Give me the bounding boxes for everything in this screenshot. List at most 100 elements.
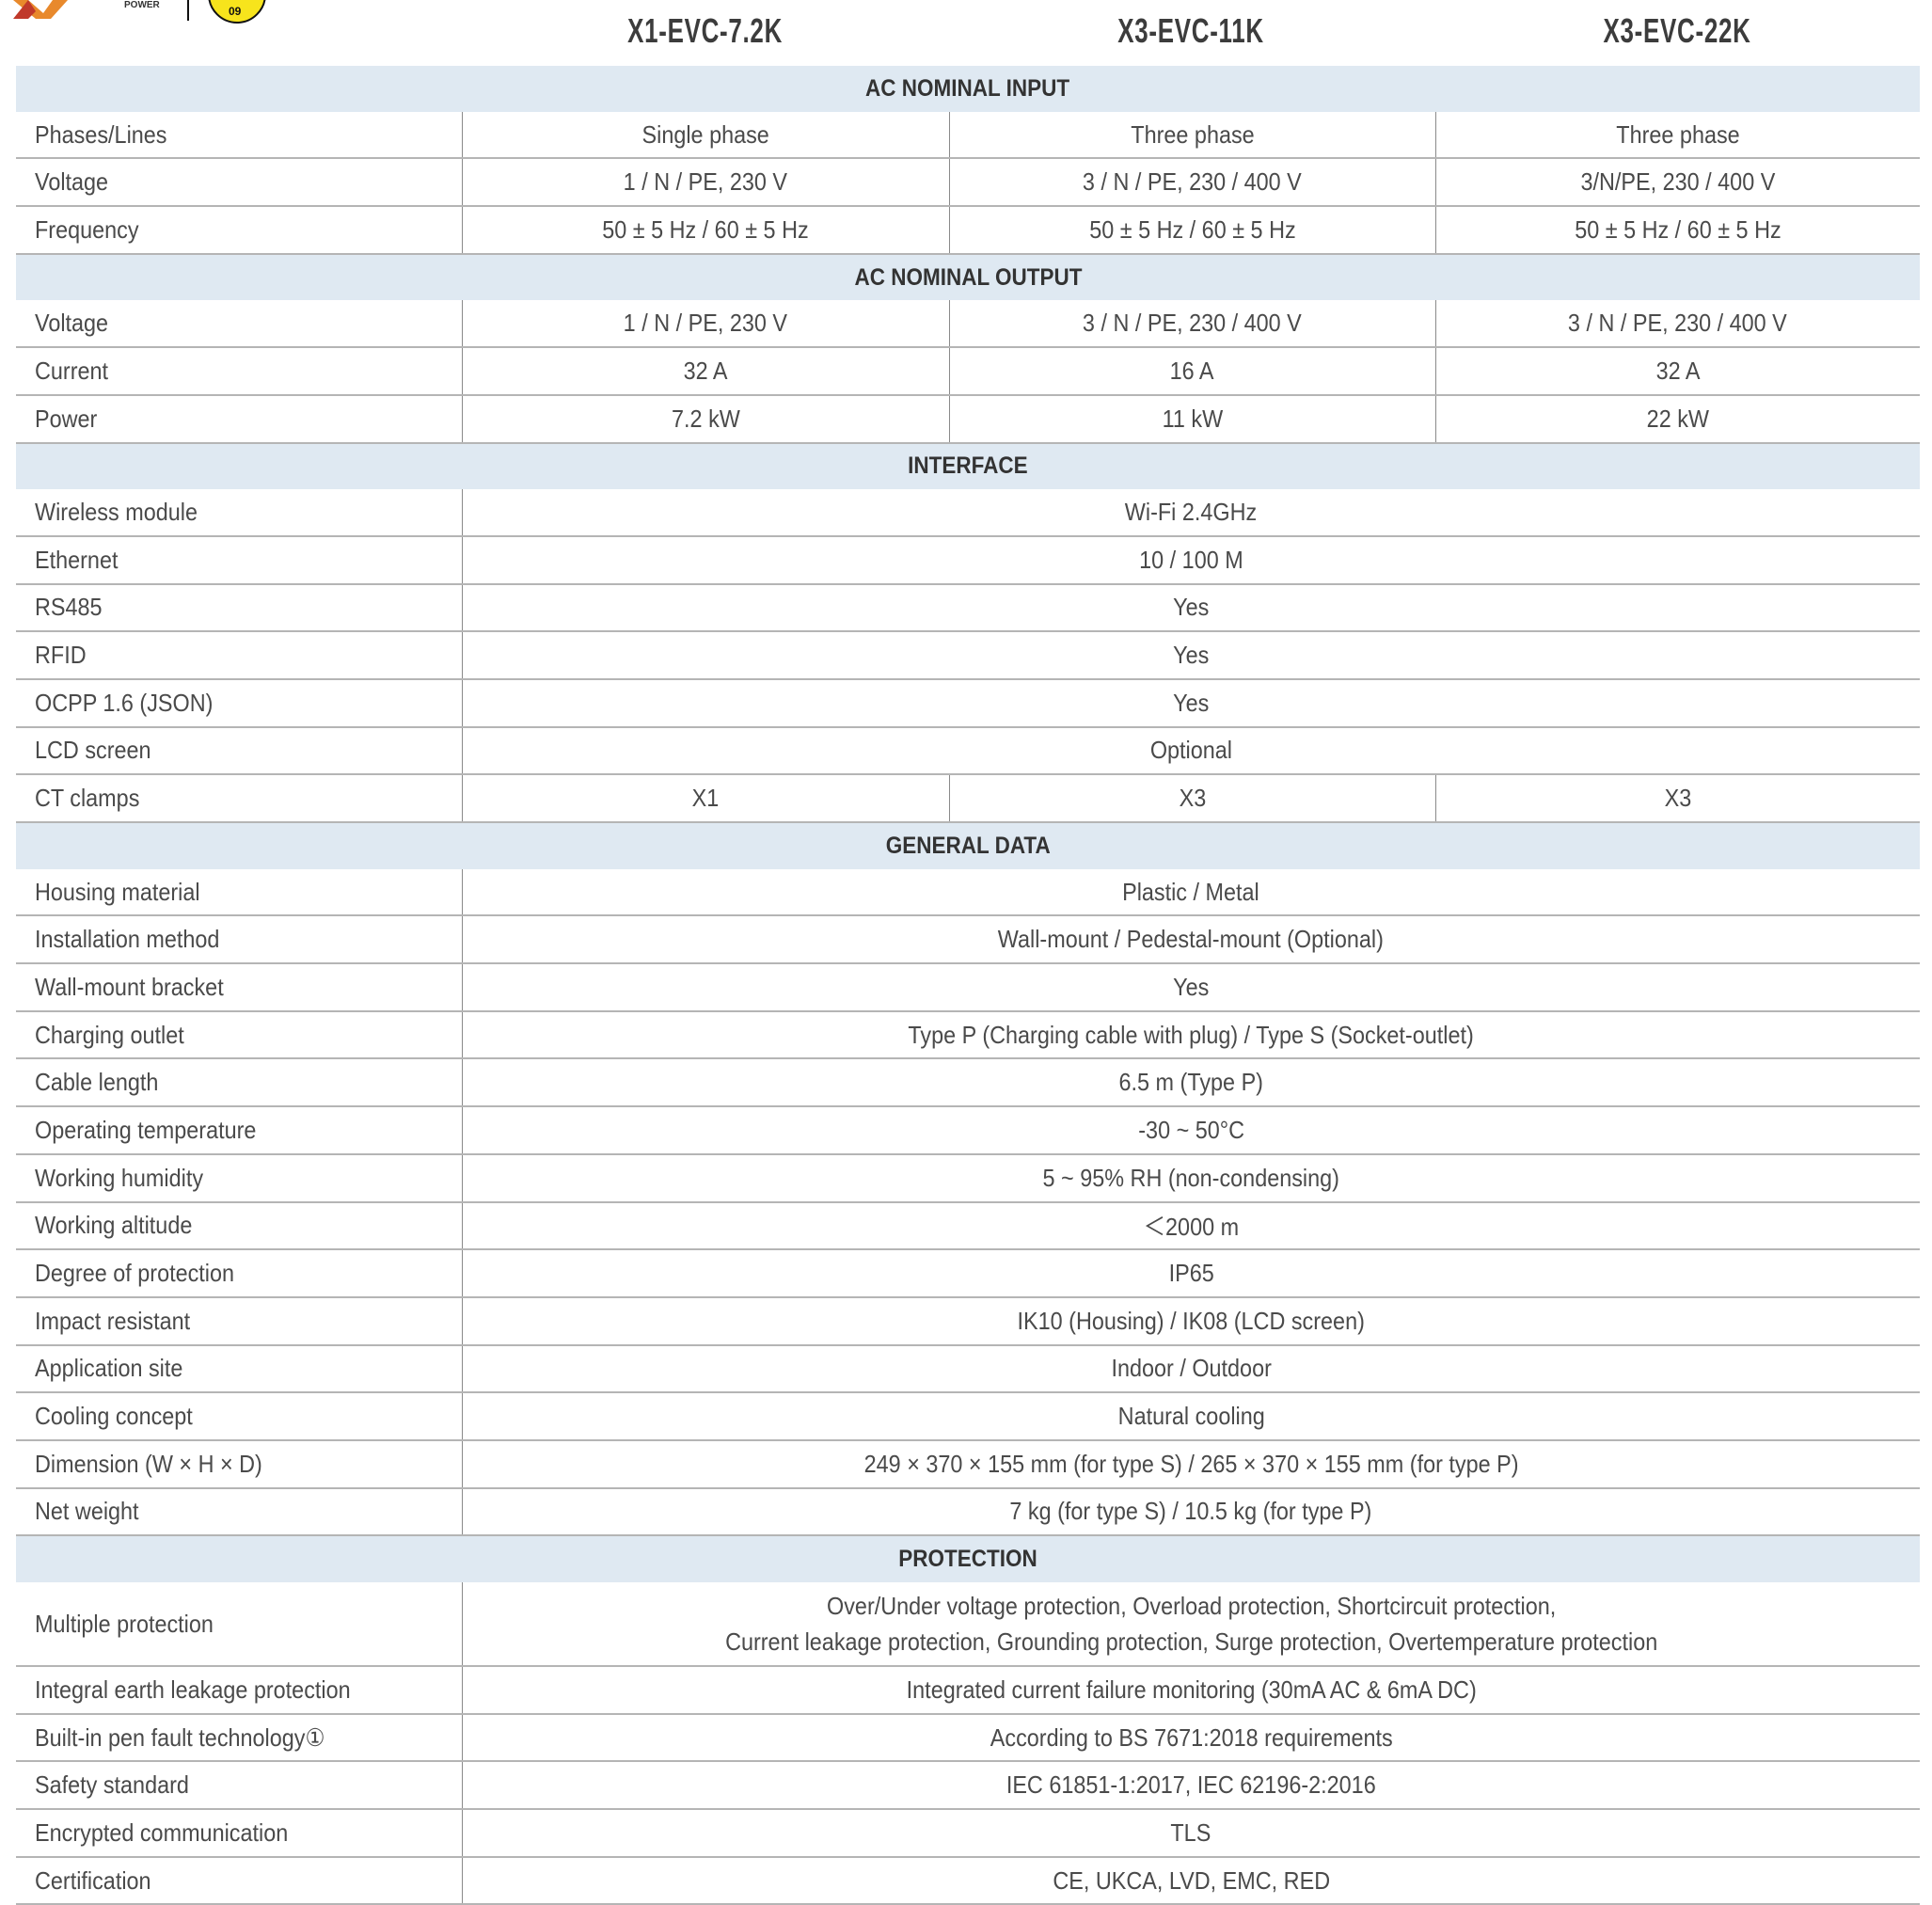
- cell-text: Cable length: [35, 1068, 159, 1097]
- cell-text: Degree of protection: [35, 1259, 235, 1288]
- spec-value: Optional: [462, 726, 1921, 776]
- section-title: GENERAL DATA: [16, 822, 1921, 869]
- spec-value: IP65: [462, 1249, 1921, 1298]
- cell-text: Integrated current failure monitoring (3…: [906, 1675, 1477, 1704]
- spec-value: 249 × 370 × 155 mm (for type S) / 265 × …: [462, 1439, 1921, 1489]
- spec-value: X3: [949, 774, 1436, 823]
- spec-value: 32 A: [1435, 347, 1921, 396]
- cell-text: Single phase: [641, 119, 769, 149]
- section-header: AC NOMINAL INPUT: [16, 66, 1921, 112]
- cell-text: 3/N/PE, 230 / 400 V: [1580, 167, 1776, 197]
- spec-value: 50 ± 5 Hz / 60 ± 5 Hz: [462, 206, 950, 255]
- spec-row: RS485 Yes: [16, 583, 1921, 633]
- cell-text: Working altitude: [35, 1211, 193, 1240]
- cell-text: 16 A: [1170, 356, 1214, 385]
- spec-value: Yes: [462, 583, 1921, 633]
- spec-row: Net weight 7 kg (for type S) / 10.5 kg (f…: [16, 1487, 1921, 1537]
- section-header: GENERAL DATA: [16, 822, 1921, 869]
- spec-value: 6.5 m (Type P): [462, 1058, 1921, 1108]
- spec-label: LCD screen: [16, 726, 463, 776]
- cell-text: Net weight: [35, 1497, 139, 1526]
- section-header: INTERFACE: [16, 442, 1921, 490]
- spec-label: CT clamps: [16, 774, 463, 823]
- cell-text: Wall-mount bracket: [35, 972, 224, 1001]
- cell-text: AC NOMINAL OUTPUT: [853, 263, 1083, 291]
- cell-text: Housing material: [35, 877, 200, 906]
- model-name: X1-EVC-7.2K: [626, 11, 783, 50]
- cell-text: AC NOMINAL INPUT: [865, 74, 1070, 102]
- spec-label: Current: [16, 347, 463, 396]
- cell-text: Wi-Fi 2.4GHz: [1125, 498, 1258, 527]
- spec-label: Working altitude: [16, 1201, 463, 1251]
- cell-text: Dimension (W × H × D): [35, 1449, 262, 1478]
- cell-text: RFID: [35, 641, 87, 670]
- cell-text: Natural cooling: [1117, 1402, 1265, 1431]
- cell-text: Voltage: [35, 167, 109, 197]
- spec-value: Single phase: [462, 111, 950, 160]
- section-title: INTERFACE: [16, 442, 1921, 490]
- spec-row: Installation method Wall-mount / Pedestal…: [16, 915, 1921, 965]
- spec-table: AC NOMINAL INPUT Phases/Lines Single phase…: [16, 66, 1921, 1905]
- spec-value: 3/N/PE, 230 / 400 V: [1435, 158, 1921, 208]
- spec-label: RS485: [16, 583, 463, 633]
- svg-text:09: 09: [229, 5, 242, 18]
- spec-value: -30 ~ 50°C: [462, 1106, 1921, 1155]
- spec-row: Cooling concept Natural cooling: [16, 1392, 1921, 1441]
- section-title: AC NOMINAL INPUT: [16, 66, 1921, 112]
- cell-text: Multiple protection: [35, 1610, 214, 1638]
- spec-label: Installation method: [16, 915, 463, 965]
- svg-text:POWER: POWER: [124, 0, 161, 10]
- spec-value: 3 / N / PE, 230 / 400 V: [1435, 300, 1921, 349]
- cell-text: 7.2 kW: [671, 404, 740, 433]
- spec-value: IEC 61851-1:2017, IEC 62196-2:2016: [462, 1761, 1921, 1811]
- cell-text: Safety standard: [35, 1770, 189, 1800]
- cell-text: Installation method: [35, 925, 220, 954]
- cell-text: ＜2000 m: [1143, 1213, 1239, 1242]
- section-title: AC NOMINAL OUTPUT: [16, 253, 1921, 301]
- spec-label: Ethernet: [16, 535, 463, 585]
- cell-text: 1 / N / PE, 230 V: [623, 167, 788, 197]
- spec-label: Built-in pen fault technology①: [16, 1713, 463, 1763]
- cell-text: TLS: [1170, 1818, 1211, 1847]
- cell-text: Charging outlet: [35, 1020, 184, 1049]
- model-name: X3-EVC-22K: [1603, 11, 1751, 50]
- spec-row: Wall-mount bracket Yes: [16, 963, 1921, 1012]
- cell-text: 249 × 370 × 155 mm (for type S) / 265 × …: [863, 1449, 1519, 1478]
- spec-row: Voltage 1 / N / PE, 230 V 3 / N / PE, 230 …: [16, 300, 1921, 349]
- spec-value: 1 / N / PE, 230 V: [462, 158, 950, 208]
- cell-text: Yes: [1173, 972, 1210, 1001]
- spec-row: Housing material Plastic / Metal: [16, 868, 1921, 917]
- cell-text: Wall-mount / Pedestal-mount (Optional): [998, 925, 1385, 954]
- spec-row: Ethernet 10 / 100 M: [16, 535, 1921, 585]
- cell-text: Yes: [1173, 688, 1210, 717]
- spec-row: Application site Indoor / Outdoor: [16, 1344, 1921, 1394]
- cell-text: PROTECTION: [898, 1546, 1037, 1573]
- cell-text: GENERAL DATA: [885, 832, 1051, 859]
- spec-row: Multiple protection Over/Under voltage pr…: [16, 1582, 1921, 1667]
- spec-row: Frequency 50 ± 5 Hz / 60 ± 5 Hz 50 ± 5 Hz …: [16, 206, 1921, 255]
- spec-value: 5 ~ 95% RH (non-condensing): [462, 1153, 1921, 1203]
- cell-text: 22 kW: [1646, 404, 1709, 433]
- cell-text: CT clamps: [35, 784, 140, 813]
- spec-value: Wi-Fi 2.4GHz: [462, 489, 1921, 537]
- spec-label: Integral earth leakage protection: [16, 1666, 463, 1715]
- spec-label: Safety standard: [16, 1761, 463, 1811]
- spec-row: Current 32 A 16 A 32 A: [16, 347, 1921, 396]
- spec-label: Working humidity: [16, 1153, 463, 1203]
- spec-value: 50 ± 5 Hz / 60 ± 5 Hz: [949, 206, 1436, 255]
- cell-text: 3 / N / PE, 230 / 400 V: [1083, 309, 1302, 338]
- cell-text: INTERFACE: [908, 452, 1028, 480]
- spec-label: Wireless module: [16, 489, 463, 537]
- spec-value: 7 kg (for type S) / 10.5 kg (for type P): [462, 1487, 1921, 1537]
- spec-value: 22 kW: [1435, 394, 1921, 444]
- spec-row: Charging outlet Type P (Charging cable wi…: [16, 1010, 1921, 1060]
- spec-row: Operating temperature -30 ~ 50°C: [16, 1106, 1921, 1155]
- spec-row: OCPP 1.6 (JSON) Yes: [16, 678, 1921, 728]
- cell-text: Power: [35, 404, 98, 433]
- spec-row: Cable length 6.5 m (Type P): [16, 1058, 1921, 1108]
- spec-label: Certification: [16, 1856, 463, 1905]
- spec-label: Degree of protection: [16, 1249, 463, 1298]
- spec-label: Multiple protection: [16, 1582, 463, 1667]
- cell-text: Indoor / Outdoor: [1111, 1354, 1272, 1383]
- spec-label: Voltage: [16, 300, 463, 349]
